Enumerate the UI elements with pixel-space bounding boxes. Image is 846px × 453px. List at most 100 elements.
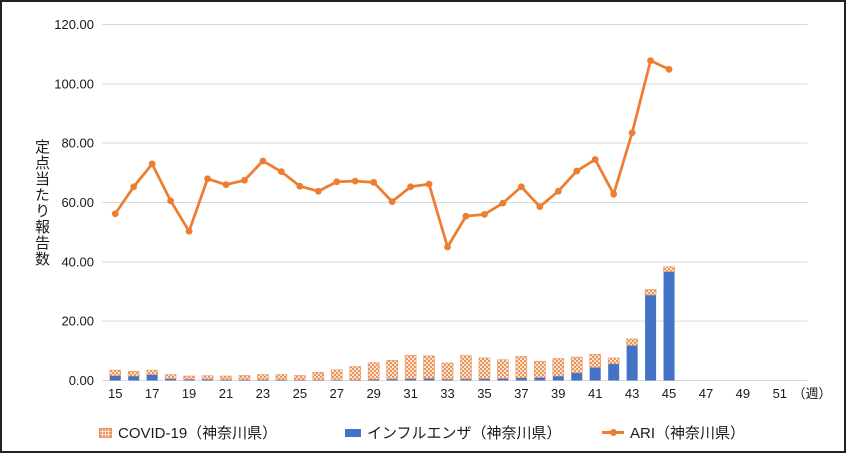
bar-covid-w38 [534, 360, 546, 378]
bar-covid-w25 [294, 375, 306, 381]
bar-covid-w45 [663, 266, 675, 272]
legend-label-influenza: インフルエンザ（神奈川県） [367, 425, 562, 442]
y-tick-label-80.00: 80.00 [61, 136, 94, 151]
bar-covid-w42 [607, 357, 620, 365]
x-tick-label-23: 23 [256, 386, 270, 401]
bar-influenza-w39 [552, 376, 564, 381]
ari-point-w40 [573, 167, 581, 175]
bar-covid-w18 [164, 374, 177, 380]
bar-covid-w24 [275, 374, 288, 380]
x-tick-label-39: 39 [551, 386, 565, 401]
bar-covid-w31 [404, 354, 417, 380]
bar-influenza-w33 [442, 379, 454, 381]
bar-influenza-w40 [571, 372, 583, 381]
x-tick-label-41: 41 [588, 386, 602, 401]
bar-influenza-w20 [202, 379, 214, 381]
ari-point-w44 [647, 57, 654, 65]
ari-point-w27 [333, 178, 341, 186]
bar-covid-w43 [626, 338, 638, 346]
x-tick-label-47: 47 [699, 386, 713, 401]
legend-item-influenza: インフルエンザ（神奈川県） [345, 422, 562, 443]
ari-point-w42 [610, 190, 618, 198]
ari-point-w32 [425, 180, 433, 188]
bar-covid-w16 [127, 371, 140, 377]
legend-label-covid: COVID-19（神奈川県） [118, 425, 278, 442]
ari-line-swatch-icon [602, 429, 624, 436]
ari-point-w15 [111, 210, 119, 218]
bar-covid-w26 [312, 371, 325, 381]
x-tick-label-15: 15 [108, 386, 122, 401]
x-tick-label-29: 29 [366, 386, 380, 401]
influenza-swatch-icon [345, 428, 361, 437]
ari-point-w22 [241, 176, 248, 184]
ari-point-w38 [536, 203, 544, 211]
x-tick-label-33: 33 [440, 386, 454, 401]
bar-influenza-w38 [534, 377, 546, 381]
bar-covid-w21 [220, 375, 232, 380]
bar-covid-w39 [552, 358, 565, 377]
y-tick-label-40.00: 40.00 [61, 254, 94, 269]
bar-covid-w35 [478, 357, 491, 380]
bar-influenza-w36 [497, 378, 509, 381]
y-tick-label-100.00: 100.00 [54, 76, 94, 91]
bar-covid-w30 [386, 360, 398, 380]
bar-covid-w36 [497, 359, 509, 379]
bar-influenza-w19 [183, 379, 195, 381]
bar-influenza-w41 [589, 367, 601, 381]
bar-covid-w37 [515, 356, 528, 379]
y-tick-label-120.00: 120.00 [54, 17, 94, 32]
bar-covid-w41 [589, 354, 602, 368]
ari-point-w37 [517, 183, 525, 191]
bar-influenza-w31 [405, 378, 417, 381]
ari-point-w23 [259, 157, 267, 165]
x-tick-label-35: 35 [477, 386, 491, 401]
legend-item-ari: ARI（神奈川県） [602, 422, 745, 443]
bar-covid-w28 [349, 366, 362, 381]
ari-point-w17 [148, 160, 156, 168]
bar-covid-w32 [423, 355, 435, 379]
bar-influenza-w44 [645, 295, 657, 381]
ari-point-w31 [407, 183, 414, 191]
ari-point-w41 [591, 156, 599, 163]
y-tick-label-0.00: 0.00 [69, 373, 94, 388]
bar-influenza-w32 [423, 378, 435, 381]
x-tick-label-19: 19 [182, 386, 196, 401]
y-axis-title: 定点当たり報告数 [33, 139, 50, 267]
ari-point-w29 [370, 178, 378, 186]
covid-pattern-swatch-icon [99, 427, 112, 438]
bar-covid-w34 [460, 355, 472, 380]
x-tick-label-21: 21 [219, 386, 233, 401]
ari-point-w26 [314, 187, 322, 195]
bar-influenza-w35 [478, 378, 490, 381]
y-tick-label-20.00: 20.00 [61, 314, 94, 329]
x-tick-label-45: 45 [662, 386, 676, 401]
ari-point-w19 [185, 227, 193, 235]
bar-influenza-w45 [663, 271, 675, 381]
bar-covid-w23 [257, 374, 269, 380]
ari-point-w43 [628, 129, 636, 137]
ari-point-w35 [481, 210, 488, 218]
bar-influenza-w22 [238, 379, 250, 381]
ari-point-w34 [462, 212, 470, 220]
x-tick-label-25: 25 [293, 386, 307, 401]
y-tick-label-60.00: 60.00 [61, 195, 94, 210]
x-tick-label-49: 49 [736, 386, 750, 401]
plot-area: 0.00 20.00 40.00 60.00 80.00 100.00 120.00 15 17… [54, 17, 831, 401]
bar-influenza-w21 [220, 379, 232, 381]
x-tick-label-17: 17 [145, 386, 159, 401]
legend-label-ari: ARI（神奈川県） [630, 425, 746, 442]
bar-influenza-w15 [109, 375, 121, 381]
x-tick-label-51: 51 [773, 386, 787, 401]
ari-point-w20 [204, 175, 211, 183]
x-tick-label-43: 43 [625, 386, 639, 401]
ari-point-w25 [296, 182, 304, 190]
bar-covid-w17 [146, 369, 158, 375]
bar-covid-w33 [441, 362, 454, 380]
bar-influenza-w30 [386, 379, 398, 381]
ari-point-w30 [388, 198, 396, 206]
x-axis-unit-label: （週） [792, 386, 831, 401]
bar-covid-w20 [201, 375, 214, 380]
bar-influenza-w29 [368, 379, 380, 381]
ari-marker-dot [609, 429, 617, 436]
